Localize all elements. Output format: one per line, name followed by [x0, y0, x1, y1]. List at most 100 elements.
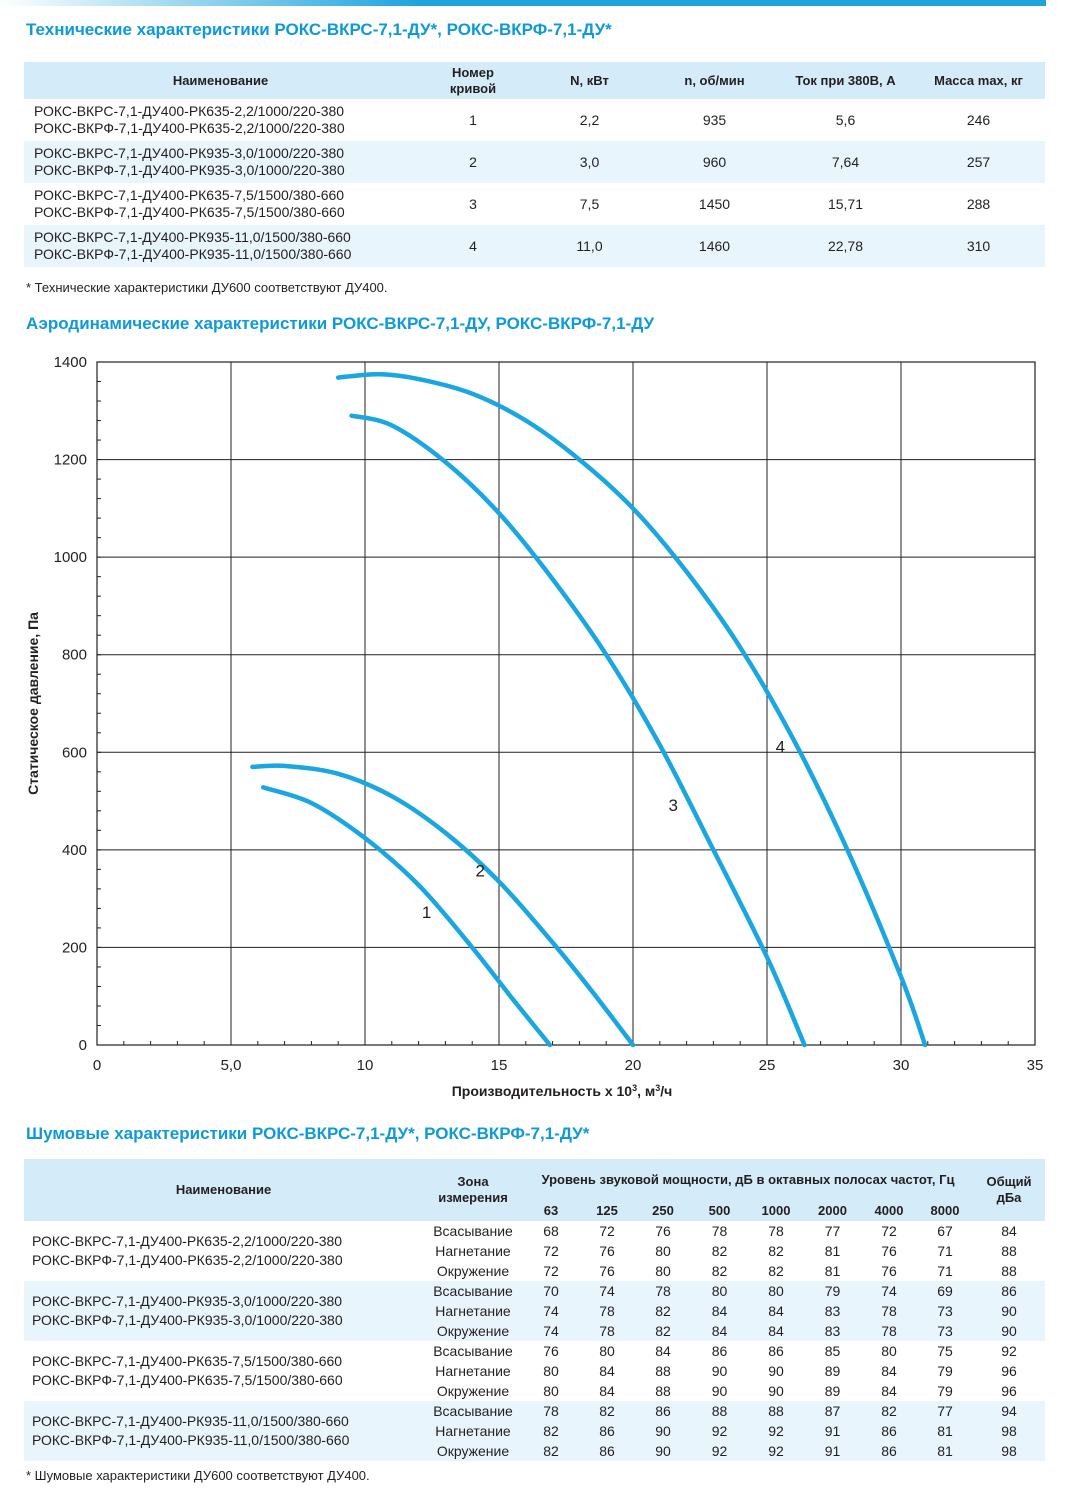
freq-header: 1000 — [748, 1200, 804, 1221]
level-cell: 69 — [917, 1281, 973, 1301]
zone-cell: Всасывание — [423, 1401, 523, 1421]
noise-header-level: Уровень звуковой мощности, дБ в октавных… — [523, 1159, 973, 1201]
level-cell: 71 — [937, 1243, 953, 1259]
level-cell: 76 — [599, 1263, 615, 1279]
freq-header: 63 — [523, 1200, 579, 1221]
level-cell: 84 — [748, 1301, 804, 1321]
y-tick-label: 400 — [62, 842, 87, 859]
level-cell: 82 — [768, 1263, 784, 1279]
x-tick-label: 25 — [759, 1057, 776, 1074]
model-name-cell: РОКС-ВКРС-7,1-ДУ400-РК635-2,2/1000/220-3… — [24, 99, 417, 141]
x-tick-label: 5,0 — [221, 1057, 242, 1074]
level-cell: 76 — [599, 1243, 615, 1259]
noise-title: Шумовые характеристики РОКС-ВКРС-7,1-ДУ*… — [26, 1124, 590, 1143]
total-cell: 98 — [973, 1441, 1045, 1461]
curve-4 — [335, 371, 928, 1048]
noise-row: Окружение 74 78 82 84 84 83 78 73 90 — [24, 1321, 1045, 1341]
model-name: РОКС-ВКРС-7,1-ДУ400-РК635-7,5/1500/380-6… — [34, 187, 345, 203]
level-cell: 82 — [861, 1401, 917, 1421]
noise-header-total: Общий дБа — [973, 1159, 1045, 1221]
power-cell: 7,5 — [579, 196, 600, 212]
level-cell: 77 — [917, 1401, 973, 1421]
total-cell: 88 — [1001, 1263, 1017, 1279]
zone-cell: Окружение — [423, 1441, 523, 1461]
level-cell: 85 — [824, 1343, 841, 1359]
x-axis-label-part: /ч — [660, 1083, 672, 1099]
model-name: РОКС-ВКРФ-7,1-ДУ400-РК935-3,0/1000/220-3… — [34, 162, 345, 178]
noise-group: РОКС-ВКРС-7,1-ДУ400-РК935-3,0/1000/220-3… — [24, 1281, 1045, 1341]
level-cell: 90 — [711, 1383, 728, 1399]
x-axis-label-superscript: 3 — [632, 1083, 637, 1093]
zone-cell: Нагнетание — [435, 1363, 511, 1379]
tech-footnote: * Технические характеристики ДУ600 соотв… — [26, 280, 388, 295]
level-cell: 81 — [917, 1441, 973, 1461]
mass-cell: 257 — [912, 141, 1045, 183]
tech-row: РОКС-ВКРС-7,1-ДУ400-РК935-11,0/1500/380-… — [24, 225, 1045, 267]
level-cell: 80 — [599, 1343, 615, 1359]
x-axis-label-part: , м — [637, 1083, 655, 1099]
level-cell: 89 — [824, 1363, 841, 1379]
level-cell: 74 — [523, 1301, 579, 1321]
header-power: N, кВт — [529, 62, 650, 99]
level-cell: 68 — [543, 1223, 559, 1239]
y-tick-label: 800 — [62, 647, 87, 664]
freq-header: 125 — [579, 1200, 635, 1221]
total-cell: 92 — [1001, 1343, 1017, 1359]
curve-label: 1 — [422, 903, 431, 922]
level-cell: 81 — [824, 1263, 841, 1279]
level-cell: 84 — [691, 1301, 748, 1321]
level-cell: 92 — [691, 1441, 748, 1461]
level-cell: 86 — [579, 1421, 635, 1441]
y-axis-label: Статическое давление, Па — [25, 612, 41, 795]
noise-header-total-label: Общий дБа — [986, 1174, 1032, 1205]
x-tick-label: 0 — [93, 1057, 101, 1074]
level-cell: 72 — [543, 1263, 559, 1279]
level-cell: 88 — [655, 1383, 671, 1399]
rpm-cell: 960 — [650, 141, 779, 183]
level-cell: 67 — [937, 1223, 953, 1239]
noise-row: Окружение 80 84 88 90 90 89 84 79 96 — [24, 1381, 1045, 1401]
y-tick-label: 1000 — [54, 549, 87, 566]
zone-cell: Нагнетание — [423, 1301, 523, 1321]
x-tick-label: 20 — [625, 1057, 642, 1074]
noise-header-row-1: Наименование Зона измерения Уровень звук… — [24, 1159, 1045, 1221]
total-cell: 98 — [973, 1421, 1045, 1441]
tech-specs-title: Технические характеристики РОКС-ВКРС-7,1… — [26, 20, 612, 39]
noise-model-name-cell: РОКС-ВКРС-7,1-ДУ400-РК935-3,0/1000/220-3… — [24, 1281, 423, 1341]
level-cell: 83 — [804, 1301, 861, 1321]
model-name: РОКС-ВКРС-7,1-ДУ400-РК635-2,2/1000/220-3… — [34, 103, 345, 119]
noise-group: РОКС-ВКРС-7,1-ДУ400-РК635-2,2/1000/220-3… — [24, 1221, 1045, 1281]
level-cell: 80 — [543, 1383, 559, 1399]
current-cell: 7,64 — [779, 141, 912, 183]
total-cell: 90 — [973, 1321, 1045, 1341]
level-cell: 86 — [861, 1421, 917, 1441]
rpm-cell: 1460 — [650, 225, 779, 267]
level-cell: 87 — [804, 1401, 861, 1421]
level-cell: 92 — [748, 1421, 804, 1441]
model-name: РОКС-ВКРС-7,1-ДУ400-РК935-3,0/1000/220-3… — [32, 1293, 343, 1309]
level-cell: 78 — [711, 1223, 728, 1239]
y-tick-label: 0 — [79, 1037, 87, 1054]
header-mass: Масса max, кг — [912, 62, 1045, 99]
x-tick-label: 35 — [1027, 1057, 1044, 1074]
curve-label: 4 — [776, 737, 785, 756]
total-cell: 96 — [1001, 1363, 1017, 1379]
x-axis-label-part: Производительность х 10 — [452, 1083, 633, 1099]
level-cell: 76 — [881, 1243, 897, 1259]
level-cell: 86 — [711, 1343, 728, 1359]
level-cell: 84 — [599, 1363, 615, 1379]
noise-row: Нагнетание 80 84 88 90 90 89 84 79 96 — [24, 1361, 1045, 1381]
header-curve: Номер кривой — [417, 62, 529, 99]
total-cell: 96 — [1001, 1383, 1017, 1399]
model-name-cell: РОКС-ВКРС-7,1-ДУ400-РК935-3,0/1000/220-3… — [24, 141, 417, 183]
noise-table: Наименование Зона измерения Уровень звук… — [24, 1159, 1045, 1461]
tech-row: РОКС-ВКРС-7,1-ДУ400-РК635-7,5/1500/380-6… — [24, 183, 1045, 225]
level-cell: 80 — [691, 1281, 748, 1301]
mass-cell: 288 — [966, 196, 991, 212]
level-cell: 91 — [804, 1421, 861, 1441]
level-cell: 76 — [655, 1223, 671, 1239]
level-cell: 84 — [881, 1383, 897, 1399]
total-cell: 88 — [1001, 1243, 1017, 1259]
noise-model-name-cell: РОКС-ВКРС-7,1-ДУ400-РК635-2,2/1000/220-3… — [24, 1221, 423, 1281]
level-cell: 82 — [768, 1243, 784, 1259]
